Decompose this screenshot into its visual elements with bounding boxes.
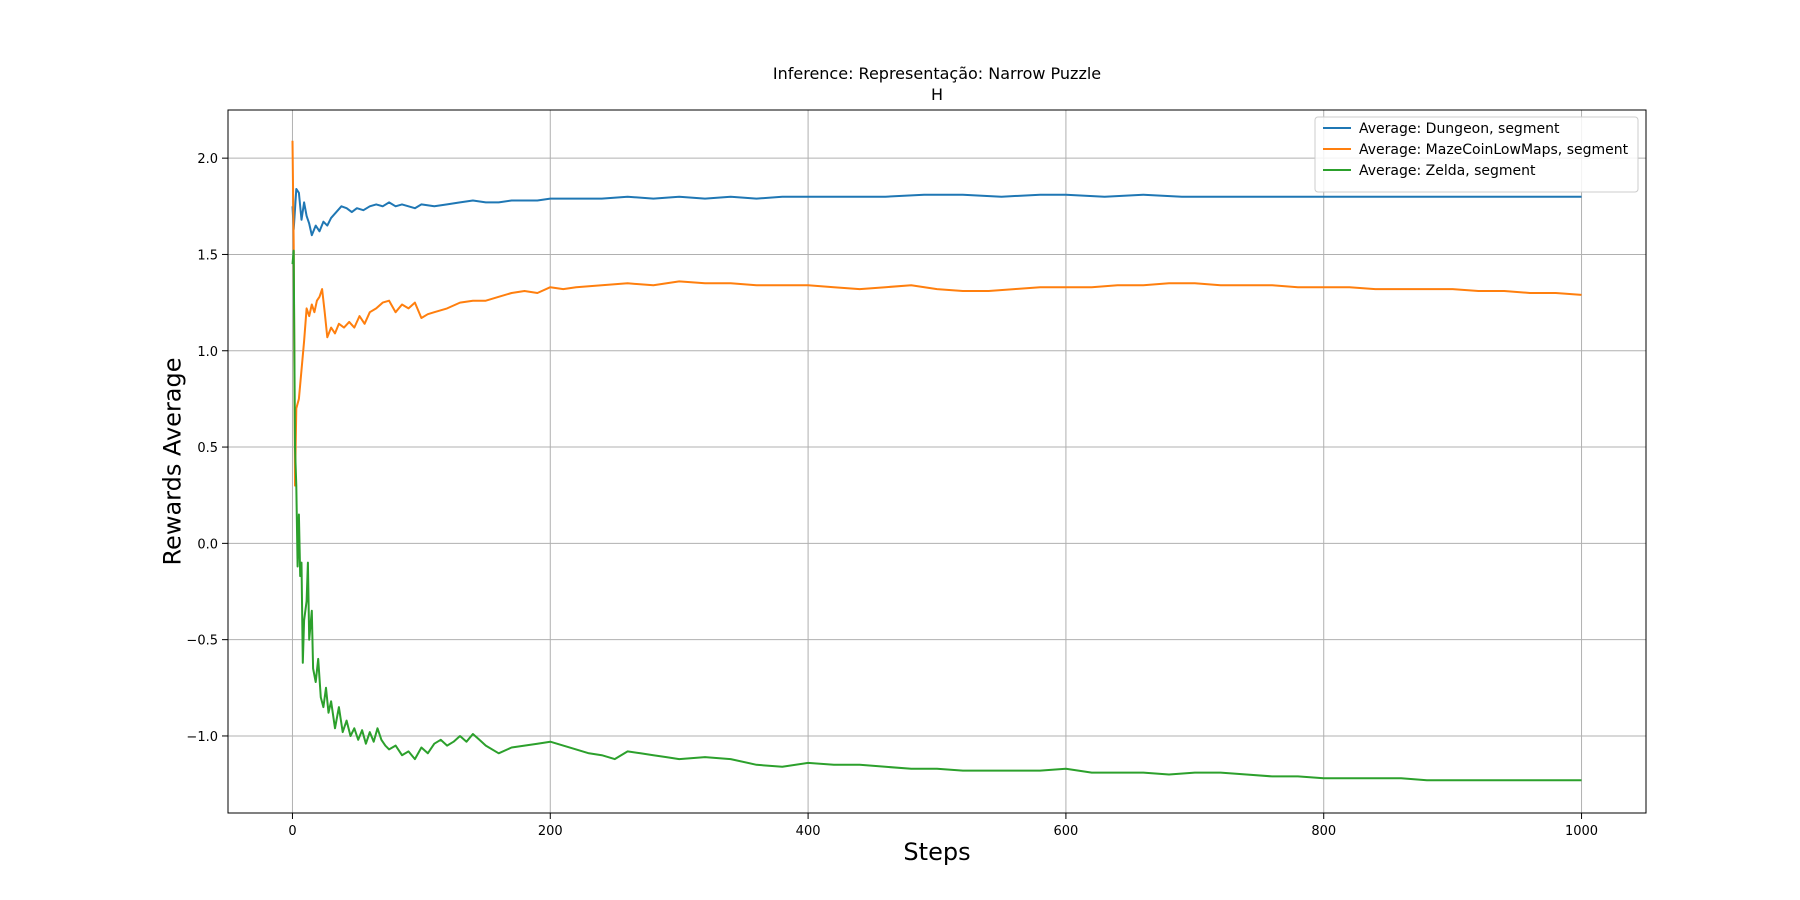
plot-frame: [227, 109, 1647, 814]
series-line-2: [291, 249, 1582, 782]
legend-item-label: Average: MazeCoinLowMaps, segment: [1359, 142, 1629, 158]
x-tick-label: 600: [1053, 824, 1078, 839]
y-tick-label: 1.5: [197, 248, 218, 263]
legend: Average: Dungeon, segment Average: MazeCo…: [1314, 116, 1639, 193]
x-axis-ticks: 0 200 400 600 800 1000: [288, 813, 1598, 839]
y-axis-ticks: −1.0 −0.5 0.0 0.5 1.0 1.5 2.0: [186, 152, 228, 745]
x-tick-label: 800: [1311, 824, 1336, 839]
y-tick-label: 2.0: [197, 152, 218, 167]
grid-lines: [228, 110, 1646, 813]
x-tick-label: 200: [538, 824, 563, 839]
x-tick-label: 400: [796, 824, 821, 839]
y-axis-label: Rewards Average: [158, 357, 186, 565]
x-tick-label: 1000: [1565, 824, 1598, 839]
x-tick-label: 0: [288, 824, 296, 839]
y-tick-label: −1.0: [186, 730, 218, 745]
y-tick-label: 1.0: [197, 345, 218, 360]
series-lines: [291, 140, 1582, 782]
series-line-0: [291, 188, 1582, 237]
chart-subtitle: H: [931, 85, 943, 104]
legend-item-label: Average: Dungeon, segment: [1359, 121, 1560, 137]
series-line-1: [291, 140, 1582, 487]
legend-box: [1314, 116, 1639, 193]
y-tick-label: 0.0: [197, 537, 218, 552]
y-tick-label: −0.5: [186, 634, 218, 649]
y-tick-label: 0.5: [197, 441, 218, 456]
x-axis-label: Steps: [903, 838, 970, 866]
chart-title: Inference: Representação: Narrow Puzzle: [773, 64, 1101, 83]
legend-item-label: Average: Zelda, segment: [1359, 163, 1536, 179]
